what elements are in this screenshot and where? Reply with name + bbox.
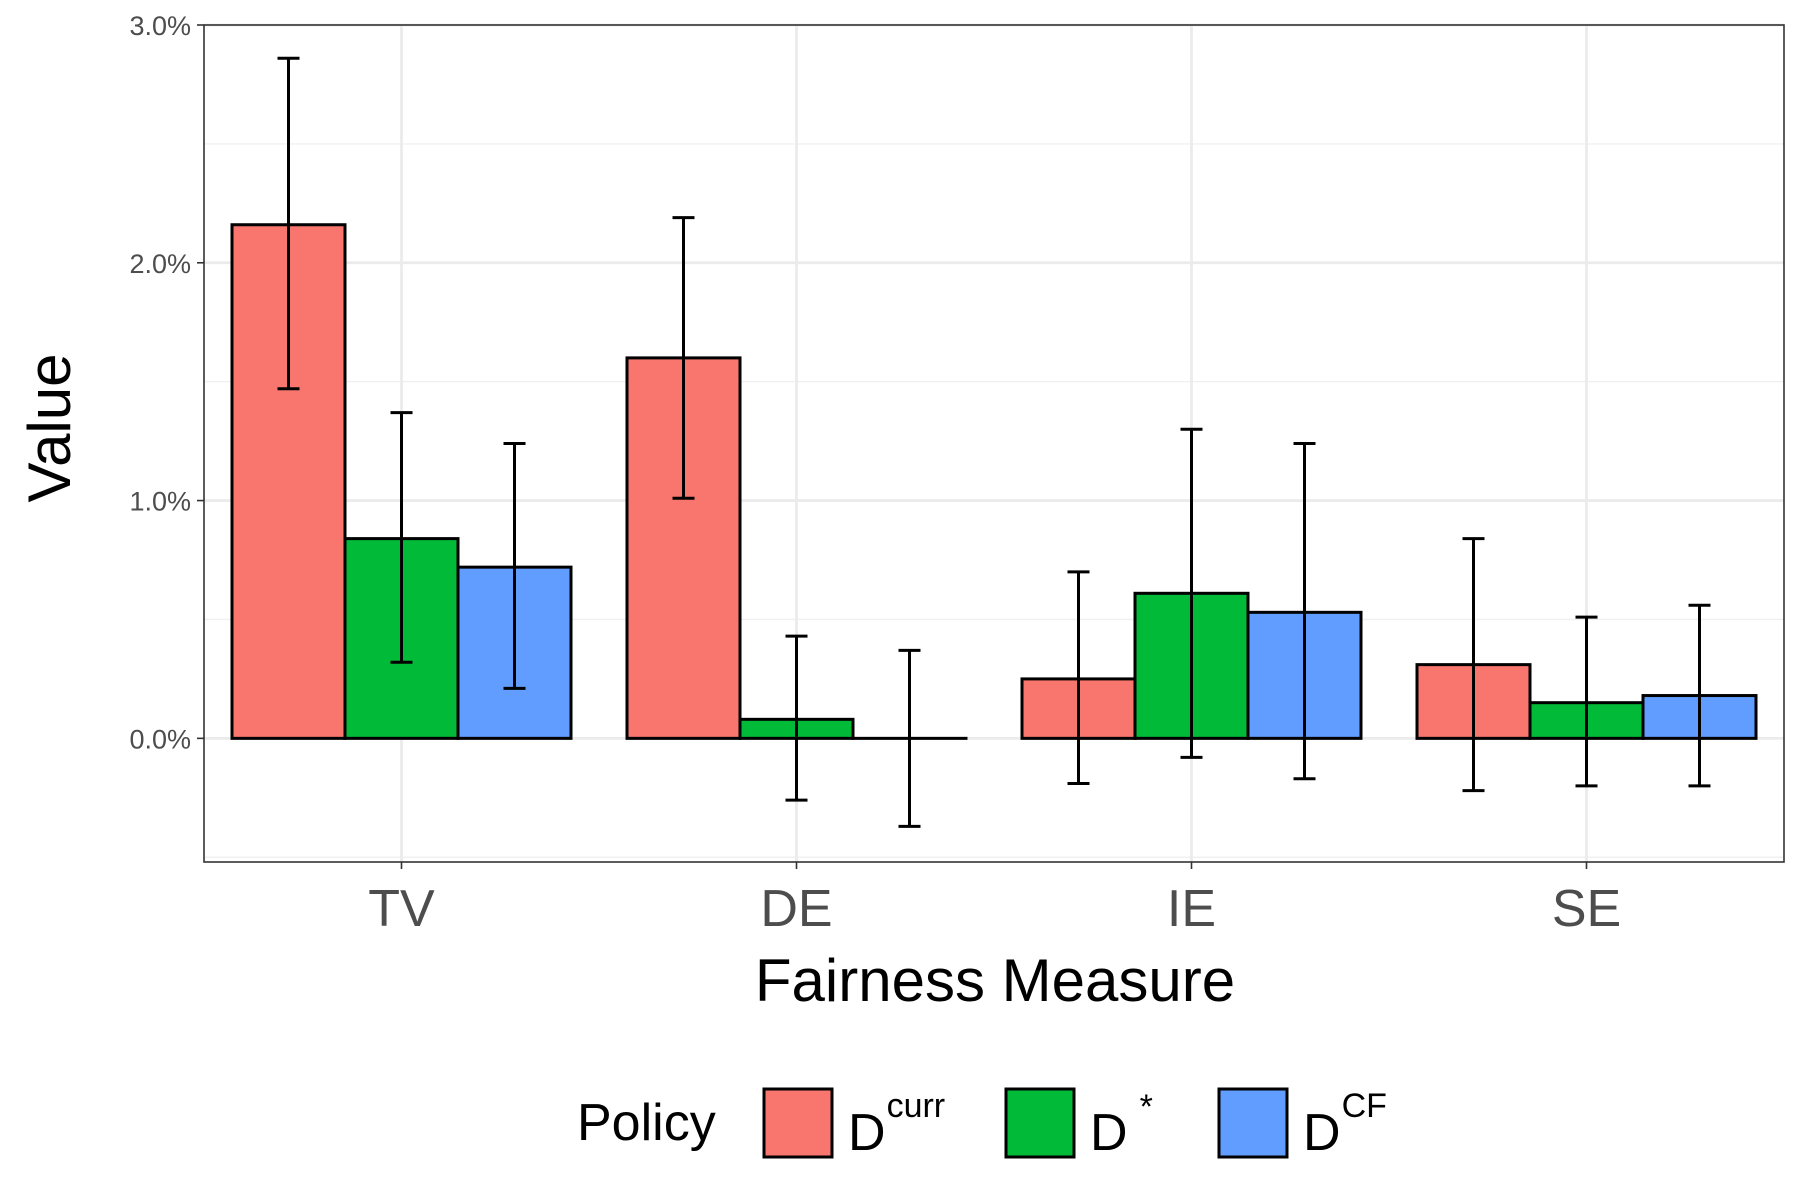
error-bar-tv-series-2: [390, 411, 413, 664]
y-axis: 0.0% 1.0% 2.0% 3.0%: [129, 11, 204, 754]
x-axis: TV DE IE SE: [368, 862, 1621, 938]
y-tick-label: 2.0%: [129, 249, 191, 279]
legend-key: [1004, 1087, 1076, 1159]
x-tick-label: TV: [368, 880, 435, 938]
error-bar-tv-series-1: [277, 56, 300, 391]
error-bars: [277, 56, 1711, 828]
legend-title: Policy: [577, 1094, 716, 1152]
y-tick-label: 0.0%: [129, 724, 191, 754]
error-bar-de-series-1: [672, 216, 695, 500]
error-bar-de-series-2: [785, 634, 808, 802]
legend-label: D: [1090, 1104, 1128, 1162]
x-tick-label: DE: [760, 880, 832, 938]
error-bar-ie-series-1: [1067, 570, 1090, 786]
bars: [230, 223, 1758, 740]
plot-panel: [203, 23, 1785, 863]
error-bar-tv-series-3: [503, 442, 526, 690]
legend-label: D: [1303, 1104, 1341, 1162]
panel-border: [203, 24, 1785, 863]
error-bar-ie-series-3: [1293, 442, 1316, 781]
x-tick-label: IE: [1167, 880, 1216, 938]
x-axis-title: Fairness Measure: [755, 947, 1235, 1014]
error-bar-de-series-3: [898, 648, 921, 828]
legend-item-3: D CF: [1217, 1087, 1387, 1162]
error-bar-se-series-1: [1462, 537, 1485, 793]
x-tick-label: SE: [1552, 880, 1621, 938]
y-tick-label: 3.0%: [129, 11, 191, 41]
legend-label-superscript: CF: [1342, 1087, 1387, 1125]
legend-label-superscript: *: [1140, 1088, 1153, 1126]
legend-item-2: D *: [1004, 1087, 1153, 1162]
legend-key: [1217, 1087, 1289, 1159]
legend-label: D: [848, 1104, 886, 1162]
y-axis-title: Value: [16, 353, 83, 502]
legend-key: [762, 1087, 834, 1159]
y-tick-label: 1.0%: [129, 487, 191, 517]
legend-label-superscript: curr: [887, 1087, 946, 1125]
error-bar-ie-series-2: [1180, 427, 1203, 759]
error-bar-se-series-2: [1575, 615, 1598, 788]
error-bar-se-series-3: [1688, 603, 1711, 788]
